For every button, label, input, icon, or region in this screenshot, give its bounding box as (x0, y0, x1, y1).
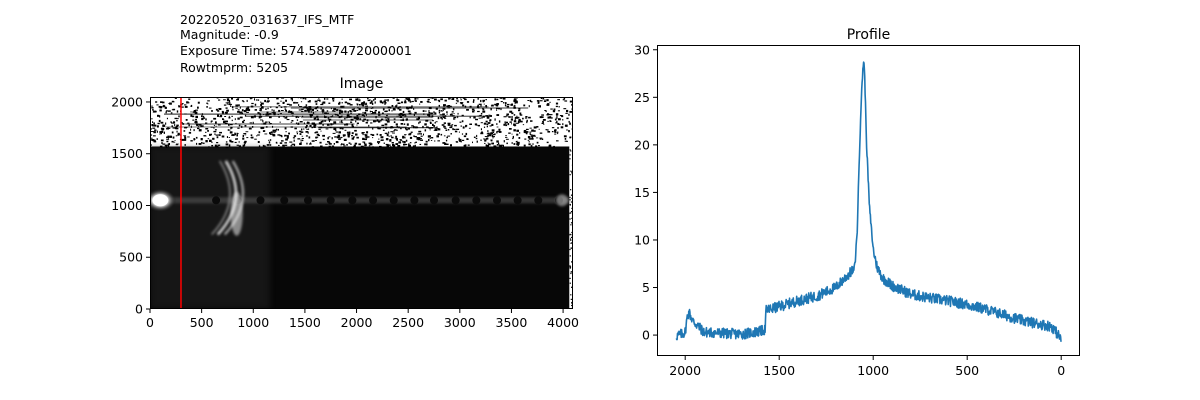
profile-x-axis: 2000 1500 1000 500 0 (669, 356, 1065, 378)
trace-spot (492, 196, 501, 205)
x-tick-label: 0 (146, 315, 154, 330)
bright-source-core (152, 194, 169, 207)
x-tick-label: 1000 (237, 315, 269, 330)
trace-spot (389, 196, 398, 205)
x-tick-label: 3500 (496, 315, 528, 330)
header-line-4: Rowtmprm: 5205 (180, 60, 288, 75)
x-tick-label: 500 (955, 363, 979, 378)
header-line-3: Exposure Time: 574.5897472000001 (180, 43, 412, 58)
profile-y-axis: 0 5 10 15 20 25 30 (634, 42, 657, 343)
image-x-axis: 0 500 1000 1500 2000 2500 3000 3500 4000 (146, 309, 579, 330)
profile-title: Profile (847, 27, 891, 43)
y-tick-label: 1500 (111, 146, 143, 161)
trace-spot (280, 196, 289, 205)
x-tick-label: 2000 (669, 363, 701, 378)
x-tick-label: 1000 (857, 363, 889, 378)
header-line-1: 20220520_031637_IFS_MTF (180, 12, 354, 27)
trace-spot (451, 196, 460, 205)
y-tick-label: 5 (642, 280, 650, 295)
trace-spot (212, 196, 221, 205)
x-tick-label: 500 (190, 315, 214, 330)
y-tick-label: 0 (642, 328, 650, 343)
x-tick-label: 2500 (392, 315, 424, 330)
y-tick-label: 0 (135, 302, 143, 317)
spectral-trace (150, 197, 570, 204)
image-title: Image (340, 76, 384, 92)
trace-spot (513, 196, 522, 205)
profile-line (675, 61, 1062, 342)
header-line-2: Magnitude: -0.9 (180, 27, 279, 42)
ghost-arc (223, 160, 244, 236)
trace-spot (534, 196, 543, 205)
profile-plot-area (675, 61, 1062, 342)
trace-spot (256, 196, 265, 205)
y-tick-label: 30 (634, 42, 650, 57)
trace-spot (348, 196, 357, 205)
image-y-axis: 0 500 1000 1500 2000 (111, 94, 150, 317)
x-tick-label: 3000 (444, 315, 476, 330)
ghost-arc (211, 160, 231, 236)
y-tick-label: 10 (634, 232, 650, 247)
trace-spot (472, 196, 481, 205)
trace-spot (326, 196, 335, 205)
x-tick-label: 4000 (547, 315, 579, 330)
ghost-arcs (211, 160, 244, 236)
noise-speckles (150, 97, 573, 309)
y-tick-label: 2000 (111, 94, 143, 109)
y-tick-label: 1000 (111, 198, 143, 213)
image-heatmap (150, 97, 573, 309)
y-tick-label: 20 (634, 137, 650, 152)
profile-axes-frame (657, 45, 1080, 356)
glow-region (150, 146, 270, 309)
x-tick-label: 1500 (289, 315, 321, 330)
x-tick-label: 0 (1057, 363, 1065, 378)
trace-spot (369, 196, 378, 205)
ghost-arc-highlight (230, 191, 243, 236)
x-tick-label: 1500 (763, 363, 795, 378)
y-tick-label: 15 (634, 185, 650, 200)
trace-spot (429, 196, 438, 205)
y-tick-label: 25 (634, 90, 650, 105)
trace-spot (304, 196, 313, 205)
right-glow (556, 194, 569, 207)
y-tick-label: 500 (119, 250, 143, 265)
x-tick-label: 2000 (341, 315, 373, 330)
image-axes-frame (150, 97, 573, 309)
trace-spot (410, 196, 419, 205)
trace-spots (212, 196, 563, 205)
